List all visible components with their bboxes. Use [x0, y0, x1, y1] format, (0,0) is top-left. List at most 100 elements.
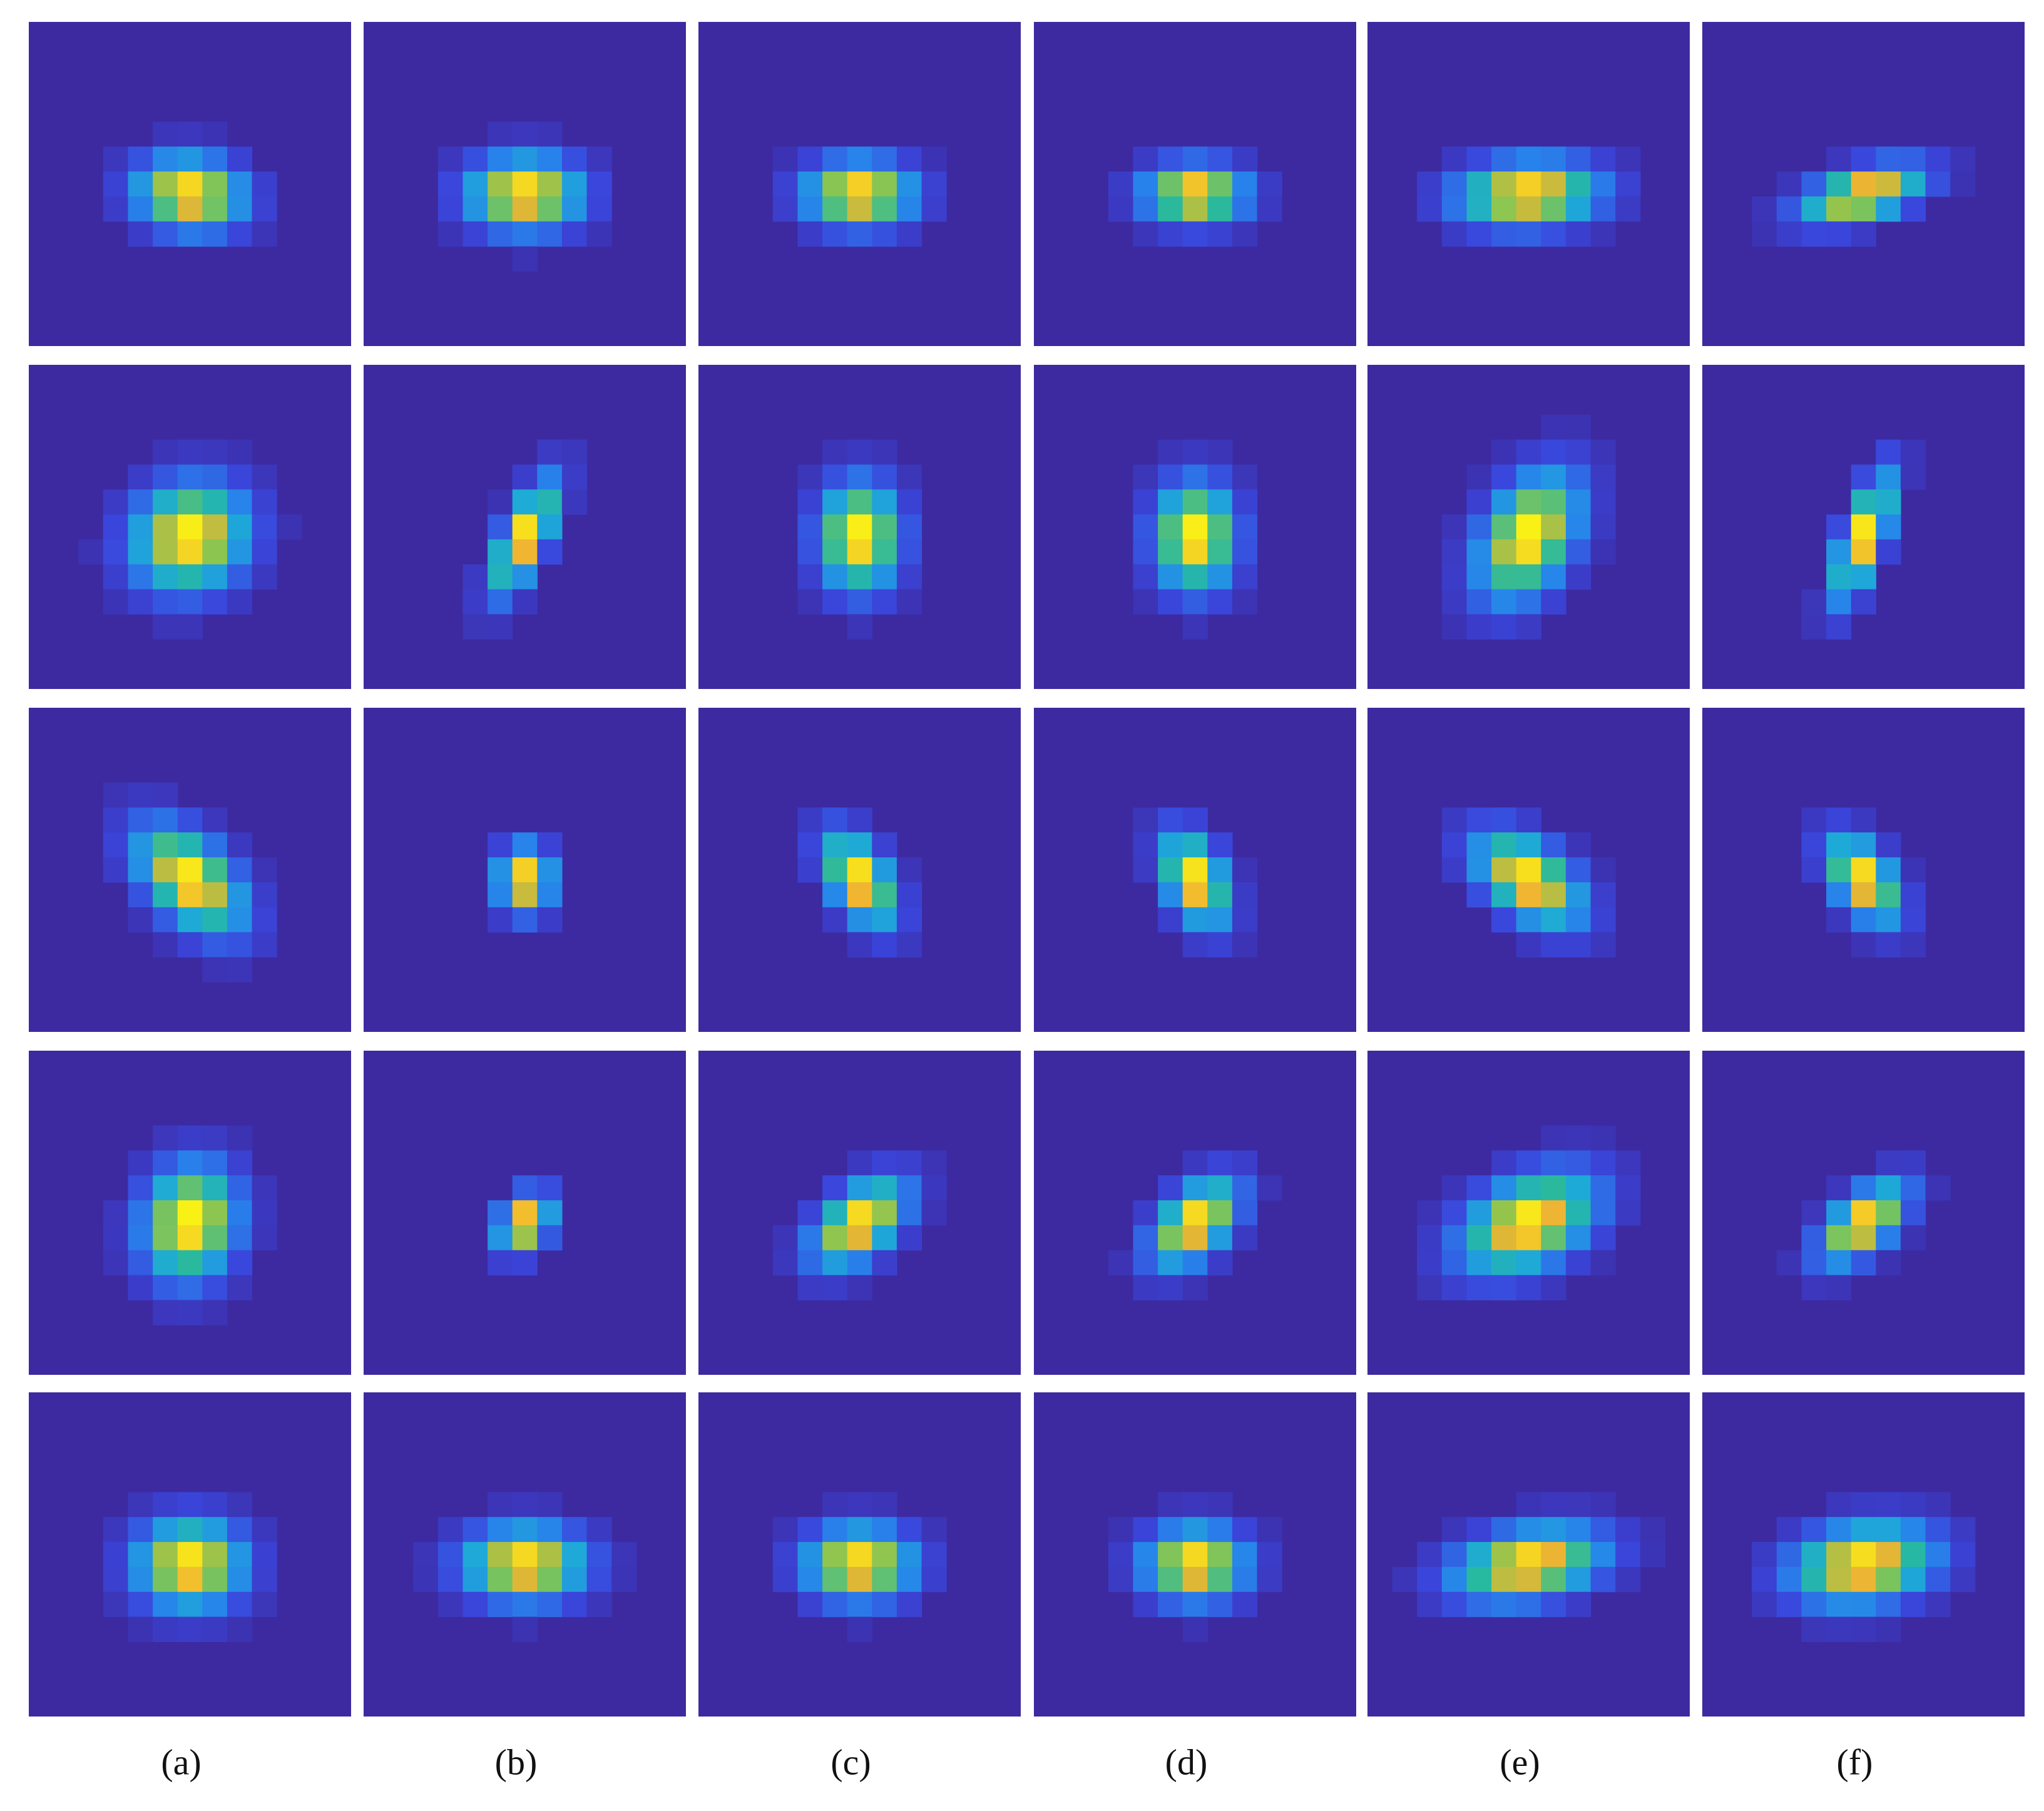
kernel-pixel [872, 832, 897, 858]
kernel-pixel [1541, 1566, 1566, 1593]
kernel-pixel [537, 1175, 563, 1201]
kernel-pixel [1232, 196, 1258, 222]
kernel-pixel [1516, 1591, 1541, 1618]
kernel-pixel [153, 514, 178, 540]
kernel-pixel [822, 832, 848, 858]
kernel-pixel [1133, 1200, 1158, 1226]
kernel-pixel [1590, 1125, 1616, 1151]
kernel-pixel [177, 614, 203, 640]
kernel-pixel [537, 1492, 563, 1518]
kernel-pixel [1257, 1542, 1282, 1568]
kernel-pixel [103, 589, 128, 615]
kernel-pixel [847, 489, 872, 515]
kernel-pixel [872, 564, 897, 590]
kernel-pixel [872, 146, 897, 172]
kernel-pixel [847, 1517, 872, 1543]
kernel-pixel [1590, 1250, 1616, 1276]
kernel-pixel [872, 589, 897, 615]
kernel-pixel [1826, 1492, 1852, 1518]
kernel-pixel [227, 489, 253, 515]
kernel-pixel [797, 857, 823, 883]
kernel-pixel [512, 121, 538, 147]
kernel-pixel [1925, 1542, 1951, 1568]
kernel-pixel [512, 1492, 538, 1518]
kernel-pixel [847, 1492, 872, 1518]
kernel-pixel [1876, 1175, 1901, 1201]
kernel-pixel [227, 196, 253, 222]
kernel-pixel [1516, 171, 1541, 197]
kernel-pixel [822, 564, 848, 590]
kernel-pixel [1565, 221, 1592, 247]
kernel-pixel [1158, 1250, 1183, 1276]
column-label: (f) [1837, 1742, 1873, 1782]
kernel-pixel [128, 1566, 153, 1593]
kernel-pixel [1417, 1225, 1443, 1251]
kernel-pixel [561, 1566, 588, 1593]
kernel-pixel [1182, 807, 1208, 833]
kernel-pixel [488, 589, 513, 615]
kernel-pixel [1565, 932, 1592, 957]
kernel-pixel [847, 614, 872, 640]
kernel-pixel [1133, 564, 1158, 590]
kernel-pixel [1232, 1591, 1258, 1618]
kernel-pixel [1851, 1225, 1876, 1251]
kernel-pixel [1876, 1250, 1901, 1276]
kernel-pixel [1441, 1200, 1467, 1226]
kernel-pixel [1900, 1175, 1926, 1201]
kernel-pixel [227, 932, 253, 957]
kernel-pixel [153, 221, 178, 247]
kernel-pixel [1801, 1591, 1827, 1618]
kernel-pixel [78, 539, 104, 565]
kernel-pixel [103, 1591, 128, 1618]
kernel-pixel [1232, 857, 1258, 883]
kernel-pixel [772, 196, 798, 222]
kernel-pixel [128, 907, 153, 933]
kernel-pixel [512, 146, 538, 172]
kernel-pixel [797, 1566, 823, 1593]
kernel-pixel [177, 807, 203, 833]
kernel-pixel [537, 1200, 563, 1226]
kernel-pixel [202, 439, 228, 465]
kernel-pixel [1851, 932, 1876, 957]
kernel-pixel [202, 539, 228, 565]
kernel-pixel [822, 171, 848, 197]
kernel-pixel [1466, 1250, 1492, 1276]
kernel-pixel [1441, 1517, 1467, 1543]
kernel-pixel [1876, 146, 1901, 172]
kernel-pixel [1900, 196, 1926, 222]
kernel-pixel [227, 1125, 253, 1151]
kernel-pixel [1207, 1542, 1233, 1568]
kernel-panel [1702, 1051, 2025, 1375]
kernel-pixel [488, 539, 513, 565]
kernel-pixel [227, 907, 253, 933]
kernel-pixel [1516, 564, 1541, 590]
kernel-pixel [1158, 221, 1183, 247]
kernel-pixel [1541, 146, 1566, 172]
kernel-pixel [1516, 1150, 1541, 1176]
kernel-pixel [202, 196, 228, 222]
kernel-pixel [1900, 1566, 1926, 1593]
kernel-pixel [202, 221, 228, 247]
kernel-pixel [1207, 564, 1233, 590]
kernel-pixel [1565, 1250, 1592, 1276]
kernel-pixel [1158, 589, 1183, 615]
kernel-pixel [1257, 1566, 1282, 1593]
kernel-pixel [1565, 171, 1592, 197]
kernel-pixel [252, 564, 277, 590]
kernel-pixel [1876, 907, 1901, 933]
kernel-pixel [1466, 614, 1492, 640]
kernel-pixel [921, 146, 947, 172]
kernel-pixel [512, 514, 538, 540]
kernel-pixel [153, 882, 178, 908]
kernel-pixel [462, 171, 488, 197]
kernel-pixel [1158, 171, 1183, 197]
kernel-pixel [847, 1566, 872, 1593]
kernel-pixel [512, 246, 538, 272]
kernel-panel [364, 708, 686, 1032]
kernel-pixel [1590, 1492, 1616, 1518]
kernel-pixel [202, 464, 228, 490]
kernel-pixel [1615, 171, 1641, 197]
kernel-pixel [252, 464, 277, 490]
kernel-pixel [847, 1225, 872, 1251]
kernel-pixel [847, 1591, 872, 1618]
